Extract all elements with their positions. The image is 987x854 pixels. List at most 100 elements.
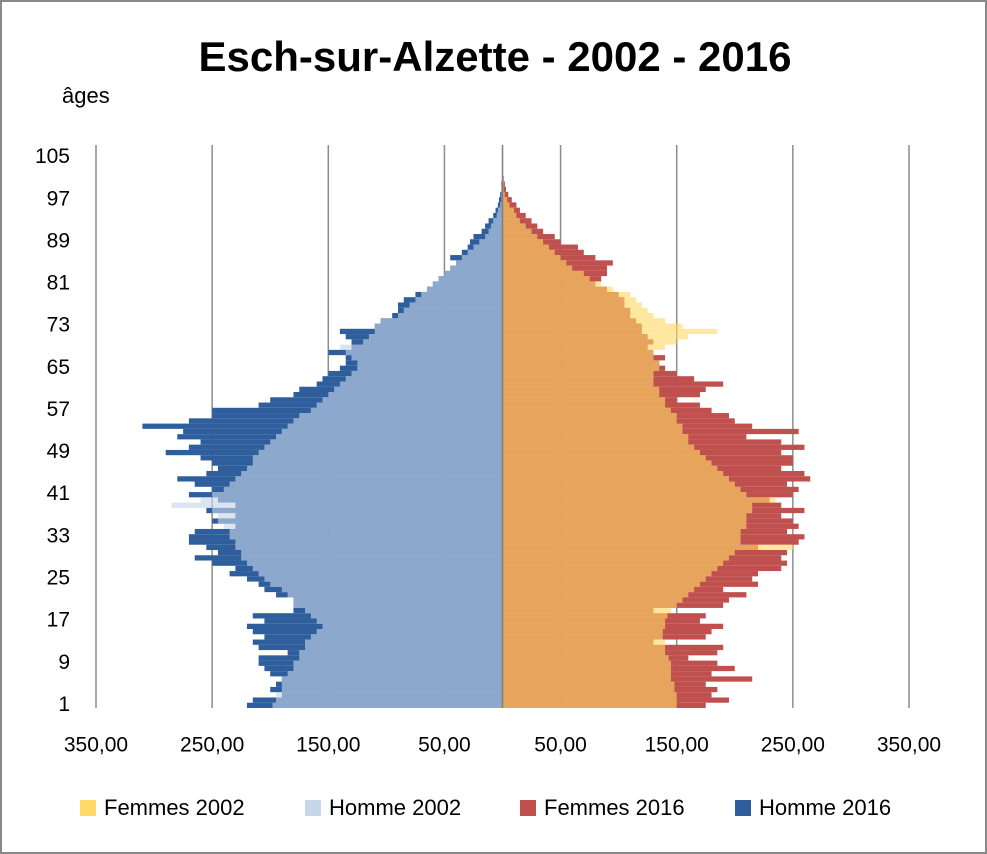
bar (502, 197, 508, 203)
bar (502, 534, 741, 540)
bar (502, 244, 549, 250)
legend-swatch (735, 800, 751, 816)
legend-swatch (305, 800, 321, 816)
bar (252, 565, 503, 572)
y-tick-label: 65 (47, 356, 70, 379)
bar (272, 702, 503, 708)
bar (493, 218, 503, 224)
bar (502, 397, 666, 403)
legend-label: Femmes 2002 (104, 795, 245, 820)
bar (217, 513, 503, 519)
bar (502, 660, 671, 666)
bar (374, 323, 503, 329)
bar (438, 276, 503, 282)
bar (502, 555, 729, 561)
bar (502, 265, 573, 271)
bar (502, 518, 747, 524)
legend-label: Homme 2002 (329, 795, 461, 820)
bar (502, 328, 718, 335)
bar (235, 539, 503, 545)
bar (502, 365, 660, 371)
y-tick-label: 25 (47, 567, 70, 590)
bar (397, 313, 503, 319)
bar (461, 255, 503, 261)
bar (293, 665, 503, 672)
bar (502, 471, 724, 477)
bar (322, 397, 503, 403)
bar (357, 365, 503, 371)
legend-label: Femmes 2016 (544, 795, 685, 820)
bar (310, 634, 503, 640)
bar (502, 212, 517, 219)
bar (281, 676, 503, 682)
bar (287, 671, 503, 677)
legend-label: Homme 2016 (759, 795, 891, 820)
bar (502, 407, 671, 414)
y-axis-label: âges (62, 83, 110, 108)
bar (258, 449, 503, 456)
bar (241, 550, 503, 556)
bar (497, 207, 503, 213)
bar (502, 702, 677, 708)
bar (502, 560, 724, 566)
bar (212, 492, 503, 498)
legend-swatch (520, 800, 536, 816)
x-tick-label: 50,00 (418, 734, 471, 757)
bar (223, 523, 503, 529)
bar (502, 586, 695, 593)
y-tick-label: 1 (58, 693, 70, 716)
bar (502, 239, 544, 245)
bar (502, 381, 654, 387)
bar (502, 349, 654, 356)
bar (502, 597, 683, 603)
bar (502, 202, 510, 208)
bar (287, 423, 503, 429)
bar (502, 360, 660, 366)
bar (502, 191, 509, 198)
bar (299, 655, 503, 661)
bar (264, 576, 503, 582)
bar (235, 476, 503, 482)
bar (502, 281, 602, 287)
bar (502, 697, 677, 703)
bar (270, 581, 503, 587)
bar (502, 492, 747, 498)
chart-title: Esch-sur-Alzette - 2002 - 2016 (199, 33, 792, 80)
bar (502, 507, 753, 514)
bar (502, 486, 741, 493)
bar (252, 460, 503, 466)
bar (502, 249, 555, 256)
bar (305, 644, 503, 651)
bar (502, 644, 666, 651)
bar (345, 376, 503, 382)
y-tick-label: 57 (47, 398, 70, 421)
bar (502, 581, 700, 587)
bar (339, 381, 503, 387)
bar (502, 339, 677, 345)
series (502, 181, 793, 708)
bar (502, 307, 648, 313)
y-tick-label: 33 (47, 524, 70, 547)
bar (409, 302, 503, 308)
bar (502, 449, 700, 456)
y-tick-label: 89 (47, 229, 70, 252)
bar (223, 486, 503, 493)
x-tick-label: 150,00 (645, 734, 709, 757)
bar (502, 186, 506, 192)
bar (357, 360, 503, 366)
legend-swatch (80, 800, 96, 816)
x-tick-label: 250,00 (761, 734, 825, 757)
bar (502, 302, 642, 308)
x-tick-label: 150,00 (296, 734, 360, 757)
bar (502, 428, 683, 435)
bar (316, 629, 503, 635)
bar (293, 418, 503, 424)
bar (217, 518, 503, 524)
bar (444, 270, 503, 277)
bar (499, 197, 503, 203)
y-tick-label: 81 (47, 272, 70, 295)
bar (427, 286, 503, 292)
bar (310, 407, 503, 414)
bar (276, 697, 503, 703)
